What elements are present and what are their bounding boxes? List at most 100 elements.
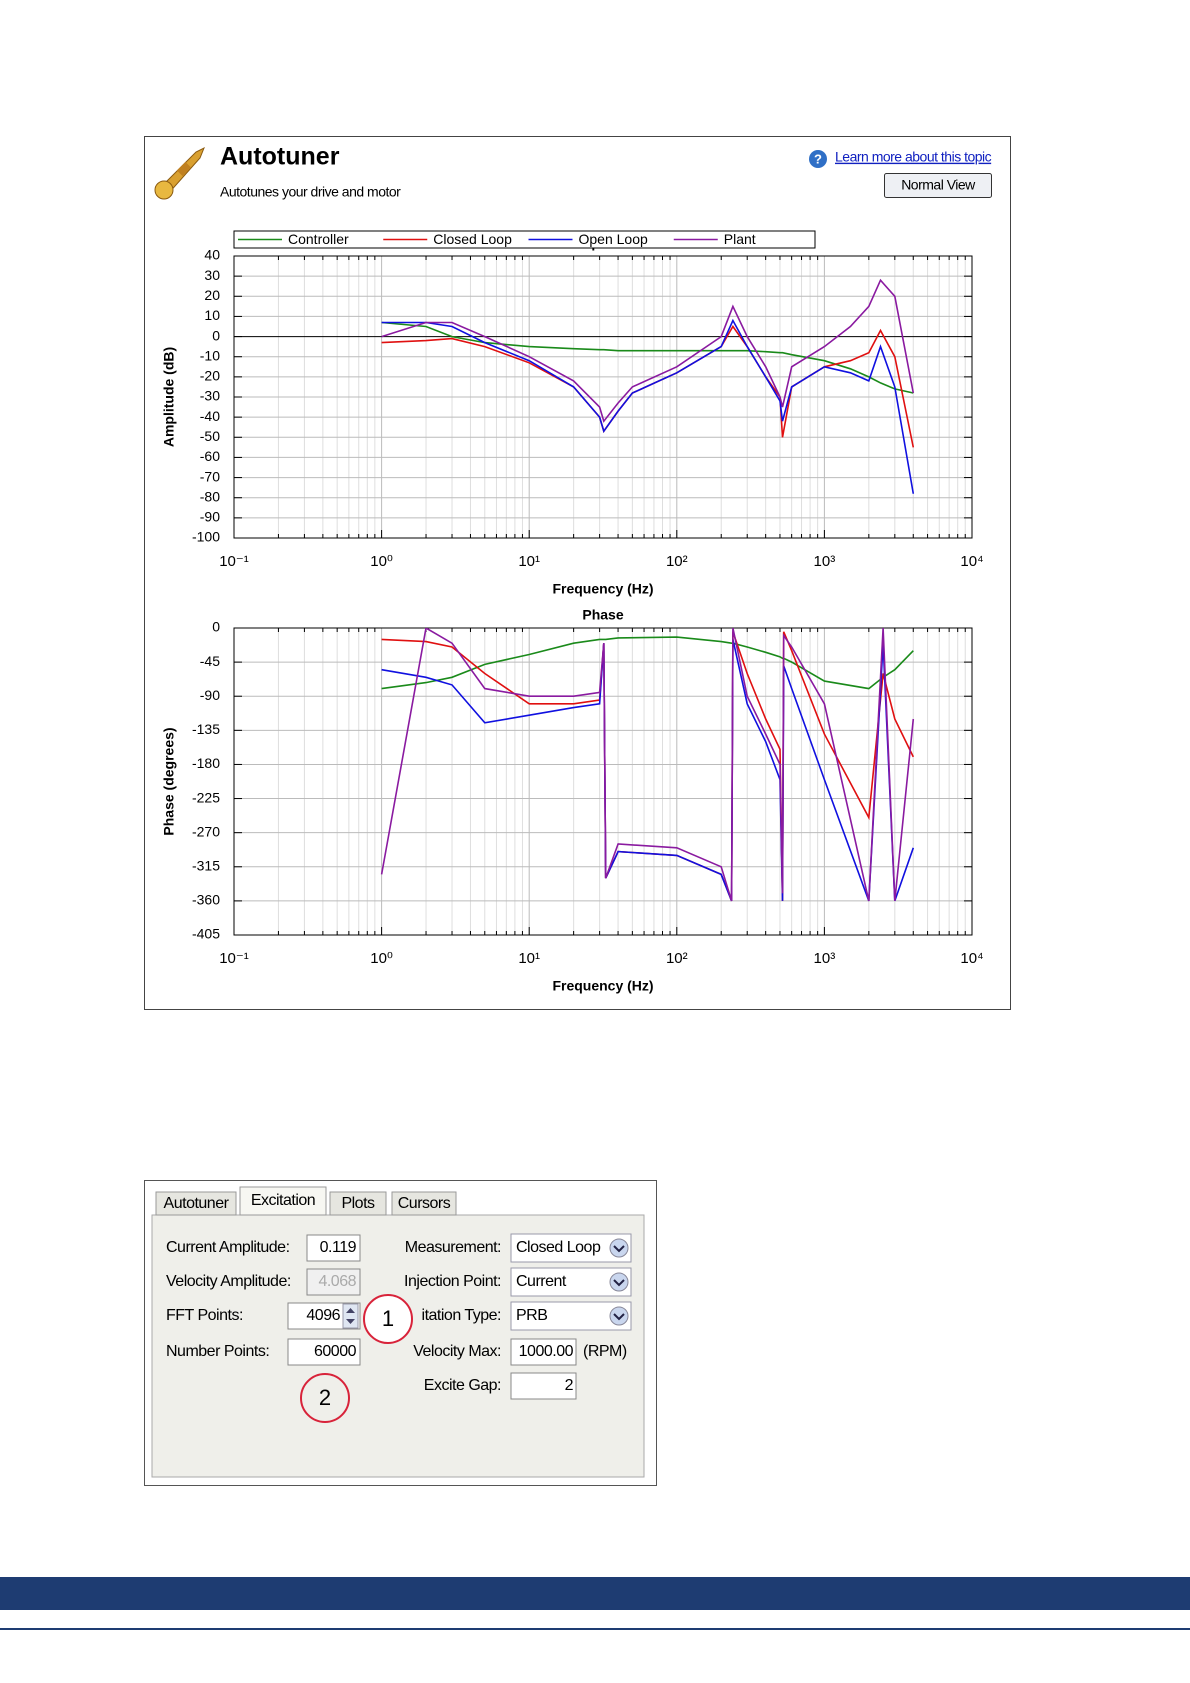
x-tick-label: 10⁴ — [960, 553, 983, 570]
x-tick-label: 10⁻¹ — [219, 950, 249, 967]
input-box[interactable] — [306, 1234, 361, 1262]
x-tick-label: 10⁻¹ — [219, 553, 249, 570]
x-tick-label: 10⁴ — [960, 950, 983, 967]
field-label: Excite Gap: — [424, 1377, 501, 1394]
tab-label: Cursors — [398, 1195, 451, 1212]
legend-label: Open Loop — [579, 231, 648, 247]
field-label: itation Type: — [422, 1307, 501, 1324]
trumpet-icon — [154, 146, 205, 200]
plot-border — [233, 255, 973, 539]
tab[interactable] — [391, 1191, 457, 1216]
charts: 10⁻¹ 10⁰ 10¹ 10² 10³ 10⁴ 40 30 20 10 0 -10 -20 -30 -40… — [161, 230, 984, 994]
help-link[interactable]: Learn more about this topic — [835, 149, 992, 165]
input-box — [306, 1268, 361, 1296]
spinner[interactable] — [342, 1303, 359, 1329]
tab-selected[interactable] — [239, 1186, 327, 1216]
input-value: 60000 — [314, 1343, 357, 1360]
unit-label: (RPM) — [583, 1343, 627, 1360]
y-tick-label: -10 — [200, 347, 220, 363]
y-tick-label: -45 — [200, 653, 220, 669]
field-label: FFT Points: — [166, 1307, 243, 1324]
annotation-circle — [300, 1373, 350, 1423]
x-axis-label: Frequency (Hz) — [552, 581, 653, 597]
series-line — [381, 318, 915, 494]
field-label: Current Amplitude: — [166, 1239, 290, 1256]
x-tick-label: 10¹ — [518, 553, 540, 570]
y-tick-label: -225 — [192, 789, 220, 805]
annotation-number: 2 — [319, 1385, 331, 1410]
field-label: Velocity Amplitude: — [166, 1273, 291, 1290]
tabs: Autotuner Excitation Plots Cursors — [155, 1186, 457, 1216]
y-tick-label: -40 — [200, 408, 220, 424]
series-line — [381, 321, 914, 394]
window-title: Autotuner — [220, 143, 340, 171]
input-value: 0.119 — [320, 1239, 357, 1256]
x-tick-label: 10⁰ — [370, 950, 393, 967]
help-icon[interactable] — [809, 150, 827, 168]
x-tick-label: 10³ — [814, 950, 836, 967]
input-box[interactable] — [510, 1372, 577, 1400]
series-line — [381, 325, 915, 448]
x-tick-label: 10⁰ — [370, 553, 393, 570]
input-value: 4096 — [306, 1307, 340, 1324]
series-line — [381, 278, 915, 423]
series-line — [380, 628, 915, 902]
x-tick-label: 10² — [666, 553, 688, 570]
legend-label: Closed Loop — [433, 231, 512, 247]
tab[interactable] — [329, 1191, 387, 1216]
field-label: Velocity Max: — [413, 1343, 501, 1360]
input-value: 1000.00 — [519, 1343, 574, 1360]
x-axis-label: Frequency (Hz) — [552, 978, 653, 994]
y-tick-label: -80 — [200, 488, 220, 504]
y-tick-label: -180 — [192, 755, 220, 771]
tab[interactable] — [155, 1191, 237, 1216]
y-tick-label: -405 — [192, 926, 220, 942]
y-tick-label: -315 — [192, 857, 220, 873]
y-axis-label: Phase (degrees) — [161, 727, 177, 835]
help-icon-glyph: ? — [814, 151, 822, 166]
tab-label: Excitation — [251, 1192, 315, 1209]
input-box[interactable] — [287, 1338, 361, 1366]
input-box[interactable] — [510, 1338, 577, 1366]
window-subtitle: Autotunes your drive and motor — [220, 184, 401, 200]
y-tick-label: 20 — [204, 287, 220, 303]
excitation-panel: Autotuner Excitation Plots Cursors Current … — [144, 1180, 657, 1486]
dropdown-button[interactable] — [609, 1306, 629, 1326]
y-tick-label: 40 — [204, 247, 220, 263]
y-tick-label: -100 — [192, 529, 220, 545]
annotation-circle — [363, 1294, 413, 1344]
input-value: 2 — [565, 1377, 574, 1394]
tab-label: Autotuner — [164, 1195, 230, 1212]
dropdown-chevron — [613, 1313, 625, 1321]
fields: Current Amplitude: 0.119 Velocity Amplitud… — [166, 1233, 632, 1423]
x-tick-label: 10² — [666, 950, 688, 967]
legend-label: Plant — [724, 231, 756, 247]
y-tick-label: -60 — [200, 448, 220, 464]
dropdown-chevron — [613, 1279, 625, 1287]
x-tick-label: 10³ — [814, 553, 836, 570]
tab-label: Plots — [341, 1195, 375, 1212]
dropdown-value: Current — [516, 1273, 567, 1290]
y-tick-label: 0 — [212, 327, 220, 343]
dropdown-value: PRB — [516, 1307, 547, 1324]
field-label: Measurement: — [405, 1239, 501, 1256]
spinner-arrows — [346, 1308, 355, 1324]
y-axis-label: Amplitude (dB) — [161, 347, 177, 447]
dropdown-chevron — [613, 1245, 625, 1253]
y-tick-label: 0 — [212, 619, 220, 635]
x-tick-label: 10¹ — [518, 950, 540, 967]
series-line — [381, 636, 914, 690]
y-tick-label: -360 — [192, 892, 220, 908]
legend-box — [233, 230, 816, 249]
field-label: Number Points: — [166, 1343, 269, 1360]
y-tick-label: -270 — [192, 823, 220, 839]
y-tick-label: -70 — [200, 468, 220, 484]
plot-area — [234, 628, 972, 935]
y-tick-label: -90 — [200, 509, 220, 525]
plot-border — [233, 627, 973, 936]
dropdown-button[interactable] — [609, 1272, 629, 1292]
normal-view-button[interactable] — [884, 173, 992, 198]
dropdown-button[interactable] — [609, 1238, 629, 1258]
annotation-number: 1 — [382, 1306, 394, 1331]
